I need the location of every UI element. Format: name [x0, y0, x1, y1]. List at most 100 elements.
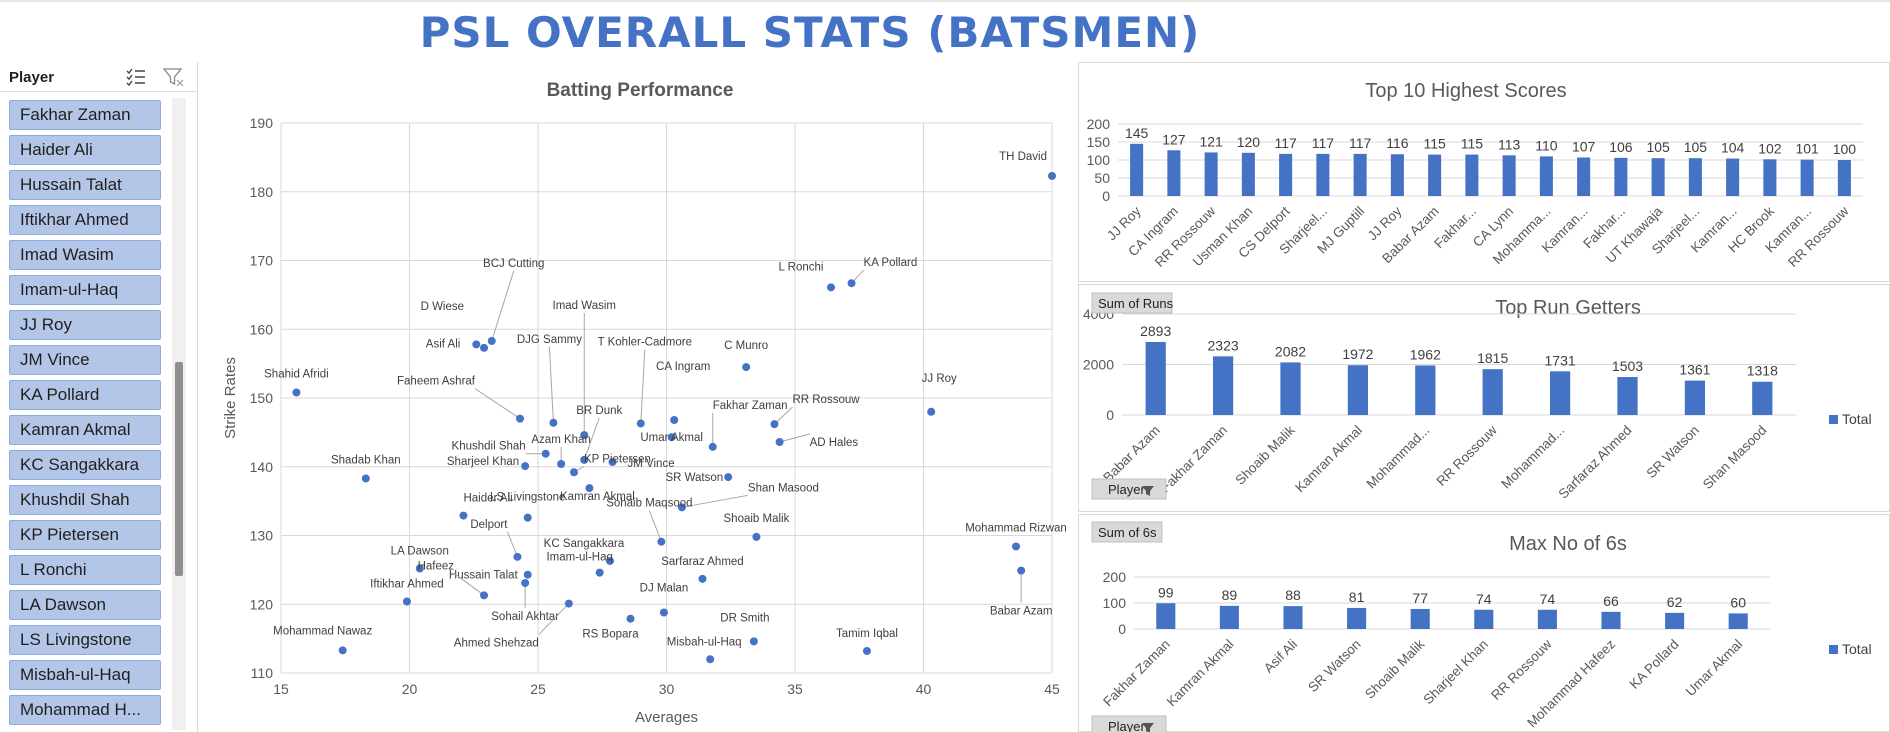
slicer-item-mohammad-h[interactable]: Mohammad H... — [9, 695, 161, 725]
scatter-point-imam-ul-haq — [595, 568, 604, 577]
scatter-xtick-label: 45 — [1044, 681, 1060, 697]
scatter-leader-line — [648, 510, 662, 542]
slicer-item-imad-wasim[interactable]: Imad Wasim — [9, 240, 161, 270]
bar-data-label: 2323 — [1208, 337, 1239, 353]
bar-data-label: 1972 — [1342, 346, 1373, 362]
scatter-point-label: Sohail Akhtar — [491, 611, 559, 623]
slicer-title: Player — [9, 69, 55, 86]
bar-fakhar — [1465, 154, 1479, 196]
bar-category-label: RR Rossouw — [1488, 636, 1554, 702]
scatter-point-ka-pollard — [847, 279, 856, 288]
scatter-point-br-dunk — [580, 455, 589, 464]
bar-babar-azam — [1145, 341, 1166, 415]
slicer-item-kamran-akmal[interactable]: Kamran Akmal — [9, 415, 161, 445]
slicer-header: Player — [0, 62, 198, 92]
scatter-title: Batting Performance — [547, 80, 734, 101]
slicer-item-ka-pollard[interactable]: KA Pollard — [9, 380, 161, 410]
bar-data-label: 102 — [1758, 140, 1782, 156]
bar-category-label: RR Rossouw — [1434, 422, 1500, 488]
slicer-item-misbah-ul-haq[interactable]: Misbah-ul-Haq — [9, 660, 161, 690]
slicer-scroll-thumb[interactable] — [175, 362, 183, 576]
scatter-point-umar-akmal — [667, 433, 676, 442]
scatter-xtick-label: 15 — [273, 681, 289, 697]
bar-category-label: Mohammad... — [1498, 423, 1567, 492]
scatter-point-th-david — [1048, 171, 1056, 180]
page-title: PSL OVERALL STATS (BATSMEN) — [419, 8, 1201, 57]
slicer-item-haider-ali[interactable]: Haider Ali — [9, 135, 161, 165]
bar-ytick-label: 150 — [1087, 134, 1111, 150]
bar-data-label: 120 — [1237, 134, 1261, 150]
scatter-point-l-ronchi — [826, 283, 835, 292]
scatter-xtick-label: 35 — [787, 681, 803, 697]
filter-dropdown-icon — [1142, 723, 1154, 732]
slicer-item-iftikhar-ahmed[interactable]: Iftikhar Ahmed — [9, 205, 161, 235]
scatter-point-label: SR Watson — [665, 472, 723, 484]
player-slicer[interactable]: Player Fakhar Zaman Haider Ali Hussain Tal… — [0, 62, 198, 732]
field-button-label: Sum of Runs — [1098, 296, 1174, 311]
slicer-item-khushdil-shah[interactable]: Khushdil Shah — [9, 485, 161, 515]
scatter-point-label: Hafeez — [418, 560, 455, 572]
slicer-scrollbar[interactable] — [172, 98, 186, 730]
bar-data-label: 101 — [1795, 141, 1819, 157]
bar-data-label: 99 — [1158, 584, 1174, 600]
legend-label: Total — [1842, 641, 1872, 657]
slicer-item-kc-sangakkara[interactable]: KC Sangakkara — [9, 450, 161, 480]
scatter-point-label: JJ Roy — [922, 373, 957, 385]
bar-kamran — [1800, 159, 1814, 196]
scatter-point-kamran-akmal — [585, 484, 594, 493]
slicer-item-jj-roy[interactable]: JJ Roy — [9, 310, 161, 340]
scatter-point-jm-vince — [608, 457, 617, 466]
top-border — [0, 0, 1890, 2]
bar-category-label: Sarfaraz Ahmed — [1556, 423, 1635, 502]
bar-data-label: 107 — [1572, 138, 1596, 154]
slicer-item-jm-vince[interactable]: JM Vince — [9, 345, 161, 375]
slicer-item-la-dawson[interactable]: LA Dawson — [9, 590, 161, 620]
scatter-point-label: Ahmed Shehzad — [454, 638, 539, 650]
bar-mj-guptill — [1353, 153, 1367, 196]
scatter-leader-line — [640, 349, 646, 424]
slicer-item-kp-pietersen[interactable]: KP Pietersen — [9, 520, 161, 550]
scatter-ytick-label: 170 — [250, 253, 274, 269]
scatter-leader-line — [583, 417, 600, 461]
slicer-item-l-ronchi[interactable]: L Ronchi — [9, 555, 161, 585]
bar-jj-roy — [1390, 154, 1404, 196]
slicer-item-fakhar-zaman[interactable]: Fakhar Zaman — [9, 100, 161, 130]
scatter-ytick-label: 180 — [250, 184, 274, 200]
bar-data-label: 117 — [1349, 135, 1372, 151]
field-button[interactable]: Sum of Runs — [1091, 292, 1174, 314]
slicer-item-ls-livingstone[interactable]: LS Livingstone — [9, 625, 161, 655]
multi-select-icon[interactable] — [124, 66, 148, 88]
scatter-point-c-munro — [742, 363, 751, 372]
scatter-point-tamim-iqbal — [862, 647, 871, 655]
bar-rr-rossouw — [1482, 369, 1503, 415]
axis-field-button[interactable]: Player — [1091, 478, 1167, 500]
bar-sharjeel — [1688, 158, 1702, 196]
scatter-xtick-label: 20 — [402, 681, 418, 697]
scatter-point-label: Haider Ali — [463, 493, 512, 505]
axis-field-button-label: Player — [1108, 482, 1146, 497]
clear-filter-icon[interactable] — [162, 66, 186, 88]
scatter-point-label: LA Dawson — [391, 546, 449, 558]
scatter-point-label: C Munro — [724, 340, 768, 352]
bar-data-label: 1962 — [1410, 346, 1441, 362]
bar-category-label: KA Pollard — [1627, 637, 1682, 692]
scatter-point-bcj-cutting — [487, 336, 496, 345]
scatter-point-shan-masood — [677, 503, 686, 512]
scatter-point-label: DJ Malan — [640, 583, 689, 595]
bar-category-label: Kamran Akmal — [1164, 637, 1237, 710]
field-button[interactable]: Sum of 6s — [1091, 521, 1163, 543]
bar-category-label: Fakhar Zaman — [1100, 637, 1173, 710]
slicer-item-hussain-talat[interactable]: Hussain Talat — [9, 170, 161, 200]
field-button-bg — [1091, 521, 1163, 543]
axis-field-button[interactable]: Player — [1091, 715, 1167, 732]
bar-kamran-akmal — [1219, 605, 1239, 629]
bar-category-label: Mohammad... — [1363, 423, 1432, 492]
scatter-ytick-label: 130 — [250, 528, 274, 544]
slicer-item-imam-ul-haq[interactable]: Imam-ul-Haq — [9, 275, 161, 305]
scatter-ytick-label: 160 — [250, 321, 274, 337]
scatter-point-misbah-ul-haq — [706, 655, 715, 664]
bar-data-label: 127 — [1162, 131, 1186, 147]
scatter-leader-line — [774, 406, 793, 425]
scatter-xtick-label: 25 — [530, 681, 546, 697]
